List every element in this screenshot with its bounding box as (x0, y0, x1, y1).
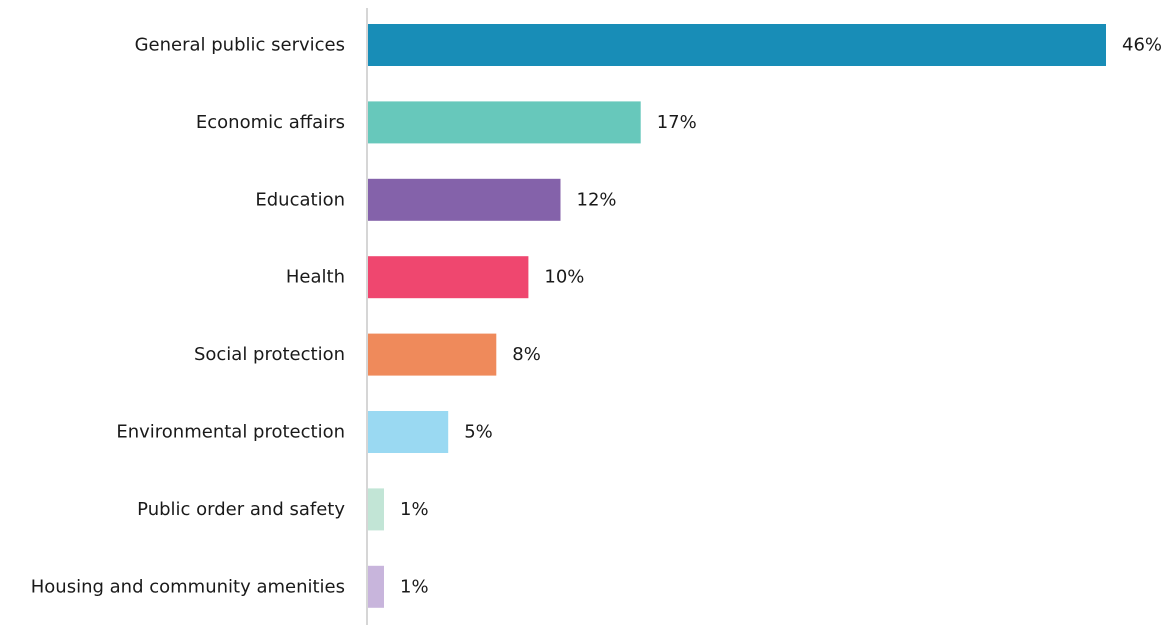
category-label: Economic affairs (196, 112, 345, 133)
value-label: 46% (1122, 35, 1162, 56)
bar (368, 256, 529, 299)
value-label: 10% (544, 267, 584, 288)
category-label: Public order and safety (137, 499, 345, 520)
bar (368, 178, 561, 221)
category-label: General public services (135, 35, 345, 56)
bar (368, 411, 449, 453)
category-label: Health (286, 267, 345, 288)
bar (368, 333, 497, 376)
value-label: 1% (400, 576, 429, 597)
category-label: Social protection (194, 344, 345, 365)
bar (368, 24, 1106, 66)
value-label: 12% (577, 189, 617, 210)
category-label: Housing and community amenities (31, 576, 345, 597)
bar (368, 488, 384, 531)
value-label: 5% (464, 422, 493, 443)
bar (368, 565, 384, 608)
category-label: Environmental protection (116, 422, 345, 443)
category-label: Education (255, 189, 345, 210)
value-label: 8% (512, 344, 541, 365)
bar (368, 101, 641, 144)
value-label: 17% (657, 112, 697, 133)
bars-group: General public services 46% Economic affai… (31, 24, 1162, 608)
value-label: 1% (400, 499, 429, 520)
